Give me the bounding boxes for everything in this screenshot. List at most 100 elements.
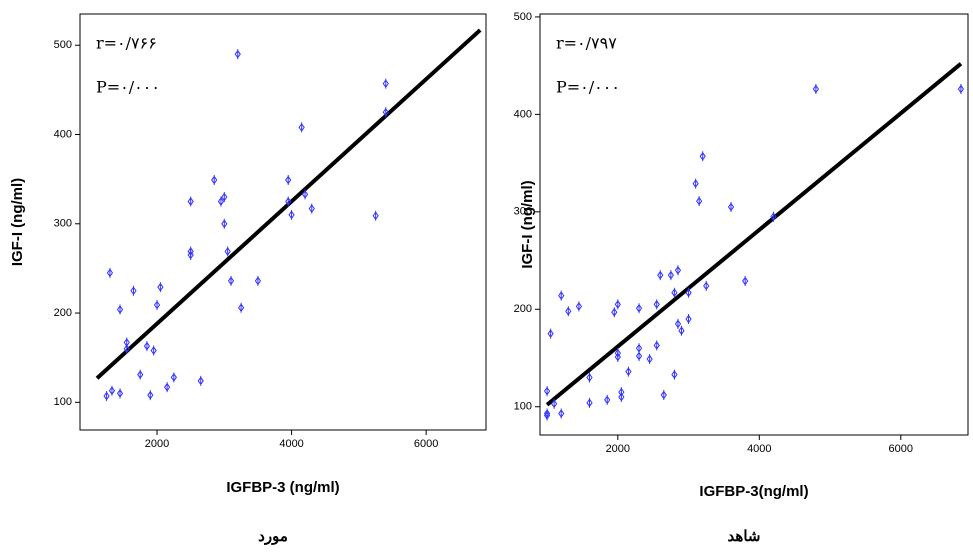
x-axis-label: IGFBP-3(ng/ml) <box>699 483 808 500</box>
point <box>150 345 157 356</box>
fit-line <box>545 62 963 407</box>
point <box>586 397 593 408</box>
annotation: r=۰/۷۶۶ <box>96 34 157 53</box>
x-tick-label: 2000 <box>145 438 169 450</box>
y-tick-label: 100 <box>54 396 72 408</box>
point <box>211 175 218 186</box>
point <box>674 318 682 329</box>
point <box>618 387 625 398</box>
plot-frame <box>79 13 487 431</box>
y-axis-label: IGF-I (ng/ml) <box>519 180 536 268</box>
point <box>543 386 551 397</box>
point <box>692 178 699 189</box>
point <box>653 299 660 310</box>
point <box>565 306 572 317</box>
point <box>217 196 225 207</box>
annotation: r=۰/۷۹۷ <box>556 34 617 53</box>
point <box>147 390 154 401</box>
point <box>667 270 674 281</box>
point <box>157 282 164 293</box>
point <box>382 107 389 118</box>
point <box>123 343 130 354</box>
point <box>685 287 692 298</box>
point <box>143 341 151 352</box>
point <box>543 410 551 421</box>
y-tick-label: 200 <box>54 307 72 319</box>
point <box>301 189 309 200</box>
point <box>703 280 710 291</box>
point <box>657 270 664 281</box>
x-tick-label: 2000 <box>606 443 630 455</box>
point <box>685 314 692 325</box>
point <box>116 388 124 399</box>
point <box>812 84 820 95</box>
point <box>224 246 231 257</box>
point <box>106 267 114 278</box>
point <box>742 276 749 287</box>
point <box>660 390 667 401</box>
point <box>696 196 703 207</box>
point <box>372 210 379 221</box>
point <box>635 303 643 314</box>
point <box>727 201 735 212</box>
point <box>130 285 137 296</box>
point <box>238 302 245 313</box>
point <box>653 340 660 351</box>
point <box>298 122 305 133</box>
point <box>187 196 194 207</box>
point <box>137 369 144 380</box>
point <box>646 353 653 364</box>
annotation: P=۰/۰۰۰ <box>556 78 620 97</box>
point <box>234 49 241 60</box>
x-tick-label: 6000 <box>414 438 438 450</box>
point <box>187 250 194 261</box>
point <box>227 275 235 286</box>
point <box>674 265 682 276</box>
y-tick-label: 400 <box>54 128 72 140</box>
point <box>678 325 685 336</box>
point <box>614 352 621 363</box>
point <box>635 351 643 362</box>
point <box>586 372 593 383</box>
point <box>611 307 618 318</box>
point <box>699 151 706 162</box>
point <box>103 391 110 402</box>
point <box>551 398 558 409</box>
caption: شاهد <box>728 528 761 545</box>
point <box>770 211 777 222</box>
y-tick-label: 400 <box>514 108 532 120</box>
x-tick-label: 6000 <box>889 443 913 455</box>
point <box>153 300 161 311</box>
annotation: P=۰/۰۰۰ <box>96 78 160 97</box>
point <box>671 369 678 380</box>
point <box>288 209 295 220</box>
point <box>625 366 632 377</box>
point <box>108 385 116 396</box>
point <box>170 372 177 383</box>
x-tick-label: 4000 <box>279 438 303 450</box>
point <box>558 290 565 301</box>
point <box>382 78 389 89</box>
caption: مورد <box>258 528 288 545</box>
point <box>614 299 621 310</box>
point <box>575 301 583 312</box>
point <box>197 375 204 386</box>
point <box>254 275 262 286</box>
point <box>285 175 292 186</box>
y-tick-label: 500 <box>54 39 72 51</box>
point <box>221 192 228 203</box>
y-tick-label: 300 <box>54 218 72 230</box>
x-tick-label: 4000 <box>747 443 771 455</box>
y-axis-label: IGF-I (ng/ml) <box>9 178 26 266</box>
point <box>221 218 228 229</box>
x-axis-label: IGFBP-3 (ng/ml) <box>226 479 339 496</box>
y-tick-label: 300 <box>514 206 532 218</box>
point <box>116 304 124 315</box>
point <box>164 382 171 393</box>
point <box>558 408 565 419</box>
point <box>285 196 292 207</box>
point <box>547 328 554 339</box>
y-tick-label: 200 <box>514 303 532 315</box>
